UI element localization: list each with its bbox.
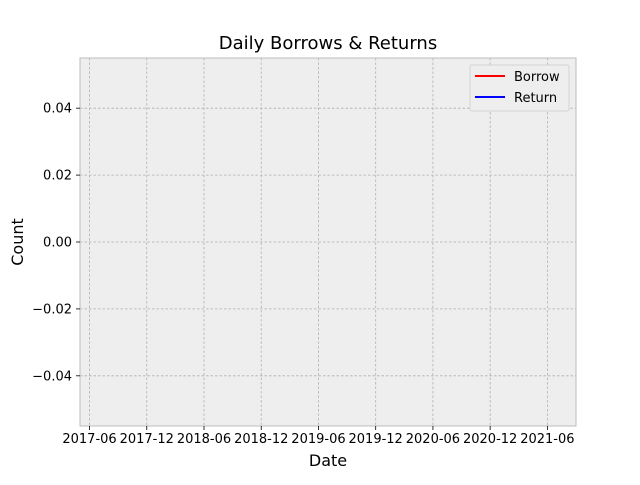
y-tick-label-4: 0.04 xyxy=(43,102,72,117)
tick-layer: 2017-06 2017-12 2018-06 2018-12 2019-06 2019-… xyxy=(32,102,574,447)
legend: Borrow Return xyxy=(469,64,570,112)
x-tick-label-3: 2018-12 xyxy=(234,432,288,447)
y-axis-label: Count xyxy=(8,218,27,266)
chart-title: Daily Borrows & Returns xyxy=(219,33,437,54)
grid-layer xyxy=(80,58,576,426)
x-tick-label-6: 2020-06 xyxy=(406,432,460,447)
legend-label-return: Return xyxy=(514,91,557,106)
x-tick-label-8: 2021-06 xyxy=(520,432,574,447)
y-tick-label-1: −0.02 xyxy=(32,302,72,317)
y-tick-label-3: 0.02 xyxy=(43,169,72,184)
x-tick-label-2: 2018-06 xyxy=(177,432,231,447)
y-tick-label-0: −0.04 xyxy=(32,369,72,384)
x-tick-label-1: 2017-12 xyxy=(120,432,174,447)
x-tick-label-7: 2020-12 xyxy=(463,432,517,447)
y-tick-label-2: 0.00 xyxy=(43,236,72,251)
legend-label-borrow: Borrow xyxy=(514,70,560,85)
x-tick-label-5: 2019-12 xyxy=(349,432,403,447)
x-tick-label-4: 2019-06 xyxy=(291,432,345,447)
x-tick-label-0: 2017-06 xyxy=(62,432,116,447)
x-axis-label: Date xyxy=(309,451,347,470)
